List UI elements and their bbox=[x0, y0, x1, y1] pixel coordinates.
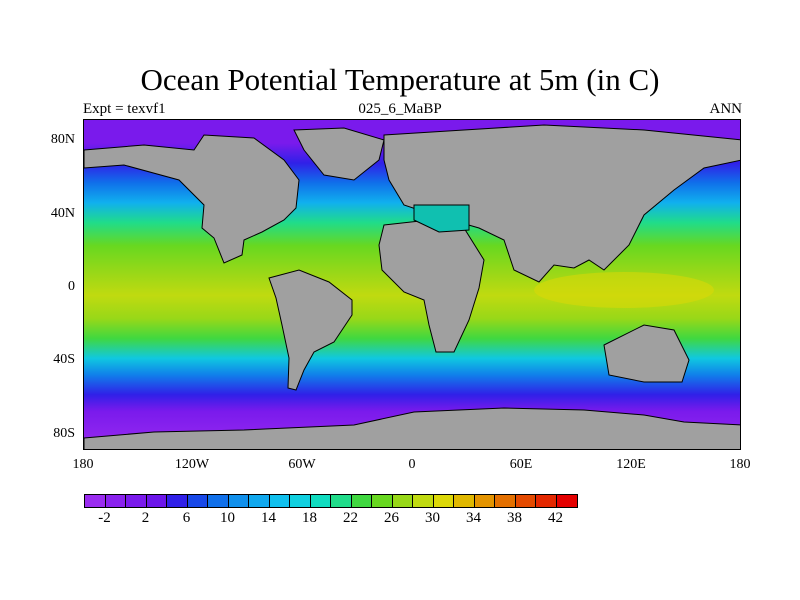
land-antarctica bbox=[84, 407, 740, 449]
colorbar-tick-label: 42 bbox=[548, 510, 563, 526]
colorbar-swatch bbox=[290, 495, 311, 507]
period-label: 025_6_MaBP bbox=[358, 101, 442, 117]
lon-label-60w: 60W bbox=[288, 457, 316, 472]
colorbar-swatch bbox=[126, 495, 147, 507]
colorbar-swatch bbox=[351, 495, 372, 507]
land-africa bbox=[378, 219, 485, 353]
colorbar-swatch bbox=[474, 495, 495, 507]
colorbar-tick-label: 10 bbox=[220, 510, 235, 526]
land-south-america bbox=[268, 269, 353, 391]
lon-label-0: 0 bbox=[408, 457, 416, 472]
lat-label-80n: 80N bbox=[50, 132, 75, 147]
colorbar-swatch bbox=[249, 495, 270, 507]
lon-label-180w: 180 bbox=[72, 457, 94, 472]
colorbar-swatch bbox=[187, 495, 208, 507]
map-title: Ocean Potential Temperature at 5m (in C) bbox=[140, 62, 660, 97]
colorbar-tick-label: 30 bbox=[425, 510, 440, 526]
colorbar-tick-label: 6 bbox=[182, 510, 191, 526]
colorbar-tick-label: 38 bbox=[507, 510, 522, 526]
colorbar-tick-label: 26 bbox=[384, 510, 399, 526]
colorbar-swatch bbox=[105, 495, 126, 507]
land-north-america bbox=[84, 134, 300, 264]
colorbar-swatch bbox=[433, 495, 454, 507]
lat-label-40s: 40S bbox=[53, 352, 75, 367]
lat-label-0: 0 bbox=[68, 279, 75, 294]
colorbar-tick-label: 34 bbox=[466, 510, 481, 526]
colorbar-swatch bbox=[269, 495, 290, 507]
season-label: ANN bbox=[709, 101, 743, 117]
lon-label-120w: 120W bbox=[174, 457, 210, 472]
lon-label-120e: 120E bbox=[616, 457, 646, 472]
colorbar-swatch bbox=[556, 495, 577, 507]
lon-label-60e: 60E bbox=[509, 457, 533, 472]
colorbar-swatch bbox=[392, 495, 413, 507]
lon-label-180e: 180 bbox=[729, 457, 751, 472]
colorbar-swatch bbox=[515, 495, 536, 507]
colorbar-tick-label: 2 bbox=[141, 510, 150, 526]
colorbar-swatch bbox=[310, 495, 331, 507]
colorbar bbox=[84, 494, 578, 508]
colorbar-swatch bbox=[331, 495, 352, 507]
colorbar-swatch bbox=[228, 495, 249, 507]
land-greenland bbox=[293, 127, 385, 181]
colorbar-swatch bbox=[208, 495, 229, 507]
colorbar-tick-label: 18 bbox=[302, 510, 317, 526]
lat-label-80s: 80S bbox=[53, 426, 75, 441]
temperature-map bbox=[83, 119, 741, 450]
lat-label-40n: 40N bbox=[50, 206, 75, 221]
colorbar-tick-label: -2 bbox=[98, 510, 111, 526]
colorbar-swatch bbox=[146, 495, 167, 507]
land-australia bbox=[603, 324, 690, 383]
experiment-label: Expt = texvf1 bbox=[83, 101, 166, 117]
colorbar-tick-label: 14 bbox=[261, 510, 276, 526]
colorbar-swatch bbox=[85, 495, 106, 507]
colorbar-swatch bbox=[413, 495, 434, 507]
colorbar-tick-label: 22 bbox=[343, 510, 358, 526]
colorbar-swatch bbox=[454, 495, 475, 507]
colorbar-swatch bbox=[167, 495, 188, 507]
colorbar-swatch bbox=[495, 495, 516, 507]
colorbar-swatch bbox=[372, 495, 393, 507]
colorbar-swatch bbox=[536, 495, 557, 507]
